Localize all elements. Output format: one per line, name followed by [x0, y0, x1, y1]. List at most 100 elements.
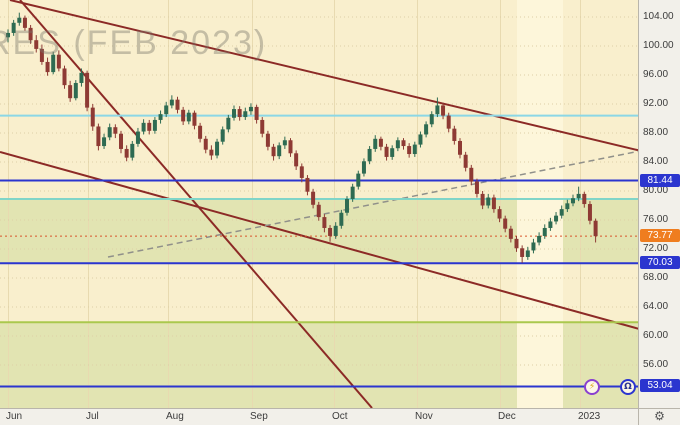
- candle-body: [390, 148, 395, 157]
- candle-body: [412, 144, 417, 155]
- candle-body: [215, 141, 220, 156]
- lightning-icon[interactable]: ⚡: [584, 379, 600, 395]
- candle-body: [514, 238, 519, 249]
- candle-body: [531, 242, 536, 251]
- candle-body: [373, 138, 378, 149]
- magnet-icon[interactable]: Ω: [620, 379, 636, 395]
- candle-body: [96, 126, 101, 147]
- candle-body: [220, 129, 225, 142]
- candle-body: [277, 145, 282, 157]
- candle-body: [124, 148, 129, 158]
- dashed-trendline[interactable]: [107, 150, 638, 258]
- price-badge[interactable]: 70.03: [640, 256, 680, 270]
- candle-body: [311, 191, 316, 205]
- candle-body: [452, 128, 457, 141]
- candle-body: [181, 109, 186, 122]
- candle-body: [424, 124, 429, 135]
- candle-body: [232, 109, 236, 118]
- gear-icon[interactable]: ⚙: [654, 409, 665, 423]
- price-badge[interactable]: 73.77: [640, 229, 680, 243]
- candle-body: [164, 105, 169, 115]
- candle-body: [486, 197, 491, 206]
- price-tick-label: 60.00: [643, 330, 669, 341]
- candle-body: [90, 107, 95, 127]
- price-tick-label: 64.00: [643, 301, 669, 312]
- price-badge[interactable]: 81.44: [640, 173, 680, 187]
- candle-body: [480, 193, 485, 206]
- candle-body: [328, 227, 333, 236]
- candle-body: [271, 146, 276, 157]
- candle-body: [571, 198, 575, 204]
- price-tick-label: 76.00: [643, 214, 669, 225]
- price-tick-label: 92.00: [643, 98, 669, 109]
- candle-body: [520, 248, 525, 257]
- candle-body: [68, 85, 73, 99]
- session-highlight-band: [517, 0, 563, 408]
- candle-body: [237, 109, 242, 118]
- candle-body: [192, 112, 197, 126]
- candle-body: [73, 82, 78, 99]
- candle-body: [367, 148, 372, 162]
- candlestick-chart[interactable]: [0, 0, 638, 408]
- candle-body: [537, 235, 542, 243]
- candle-body: [542, 227, 547, 236]
- trendline[interactable]: [0, 151, 638, 340]
- candle-body: [294, 153, 299, 167]
- candle-body: [469, 167, 474, 182]
- candle-body: [548, 221, 553, 228]
- chart-plot-area[interactable]: RES (FEB 2023) ⚡ Ω: [0, 0, 638, 408]
- candle-body: [130, 143, 135, 158]
- candle-body: [474, 181, 479, 194]
- candle-body: [441, 105, 446, 116]
- candle-body: [361, 161, 366, 174]
- candle-body: [345, 198, 349, 213]
- candle-body: [175, 99, 180, 110]
- candle-body: [288, 140, 293, 154]
- candle-body: [458, 140, 462, 155]
- candle-body: [401, 140, 406, 147]
- candle-body: [384, 146, 389, 157]
- candle-body: [209, 149, 214, 156]
- candle-body: [322, 217, 327, 228]
- trendline[interactable]: [9, 0, 638, 160]
- candle-body: [102, 137, 107, 147]
- price-tick-label: 88.00: [643, 127, 669, 138]
- candle-body: [260, 119, 265, 134]
- candle-body: [265, 133, 270, 147]
- candle-body: [254, 106, 259, 120]
- candle-body: [141, 122, 146, 132]
- candle-body: [243, 111, 248, 118]
- candle-body: [525, 250, 530, 257]
- candle-body: [186, 112, 191, 122]
- candle-body: [446, 115, 451, 129]
- candle-body: [113, 127, 118, 134]
- candle-body: [497, 209, 502, 219]
- trendline[interactable]: [19, 0, 373, 408]
- time-axis[interactable]: Jun Jul Aug Sep Oct Nov Dec 2023: [0, 408, 638, 425]
- candle-body: [28, 27, 33, 41]
- price-tick-label: 68.00: [643, 272, 669, 283]
- candle-body: [503, 218, 508, 229]
- candle-body: [395, 140, 400, 149]
- candle-body: [299, 166, 304, 178]
- candle-body: [135, 131, 140, 144]
- candle-body: [576, 193, 581, 199]
- candle-body: [418, 134, 423, 145]
- candle-body: [39, 48, 44, 62]
- time-axis-label: Jun: [6, 411, 23, 422]
- candle-body: [79, 72, 84, 83]
- candle-body: [169, 99, 174, 106]
- axis-settings-corner[interactable]: ⚙: [638, 408, 680, 425]
- candle-body: [203, 138, 208, 150]
- time-axis-label: Nov: [415, 411, 433, 422]
- time-axis-label: Aug: [166, 411, 184, 422]
- candle-body: [11, 22, 16, 33]
- candle-body: [85, 72, 90, 108]
- candle-body: [51, 54, 56, 73]
- price-tick-label: 100.00: [643, 40, 674, 51]
- price-badge[interactable]: 53.04: [640, 379, 680, 393]
- candle-body: [305, 177, 310, 192]
- candle-body: [582, 193, 587, 205]
- price-axis[interactable]: 104.00 100.00 96.00 92.00 88.00 84.00 80.00 76.…: [638, 0, 680, 408]
- time-axis-label: Jul: [86, 411, 99, 422]
